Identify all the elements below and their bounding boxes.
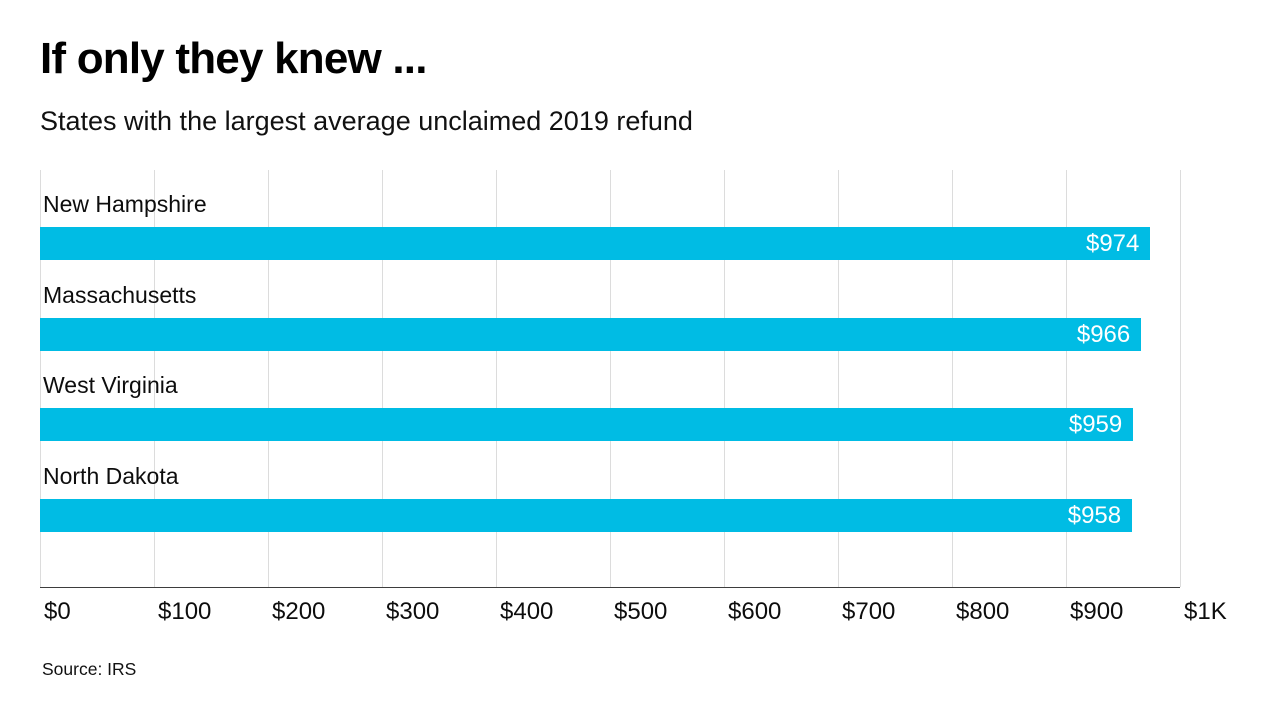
bar: $974: [40, 227, 1151, 260]
chart-title: If only they knew ...: [40, 34, 427, 83]
source-note: Source: IRS: [42, 659, 137, 679]
gridline: [610, 170, 611, 587]
bar: $959: [40, 408, 1134, 441]
plot-area: New Hampshire $974 Massachusetts $966 West V…: [40, 170, 1181, 588]
gridline: [1180, 170, 1181, 587]
x-tick-label: $200: [272, 598, 326, 625]
bar-value-label: $958: [1067, 502, 1122, 529]
gridline: [496, 170, 497, 587]
gridline: [154, 170, 155, 587]
x-tick-label: $500: [614, 598, 668, 625]
gridline: [1066, 170, 1067, 587]
bar-category-label: Massachusetts: [43, 282, 197, 308]
chart-subtitle: States with the largest average unclaime…: [40, 106, 693, 136]
bar: $966: [40, 318, 1142, 351]
bar-value-label: $974: [1085, 230, 1140, 257]
x-tick-label: $900: [1070, 598, 1124, 625]
x-tick-label: $1K: [1184, 598, 1227, 625]
gridline: [382, 170, 383, 587]
x-tick-label: $100: [158, 598, 212, 625]
x-tick-label: $600: [728, 598, 782, 625]
x-tick-label: $300: [386, 598, 440, 625]
bar-category-label: West Virginia: [43, 372, 178, 398]
gridline: [40, 170, 41, 587]
gridline: [952, 170, 953, 587]
bar-value-label: $966: [1076, 321, 1131, 348]
x-tick-label: $400: [500, 598, 554, 625]
bar-category-label: North Dakota: [43, 463, 179, 489]
gridline: [724, 170, 725, 587]
bar-category-label: New Hampshire: [43, 191, 207, 217]
bar: $958: [40, 499, 1133, 532]
x-axis-labels: $0 $100 $200 $300 $400 $500 $600 $700 $800 $900 $1…: [40, 598, 1280, 628]
gridline: [268, 170, 269, 587]
bar-value-label: $959: [1068, 411, 1123, 438]
x-axis-line: [40, 586, 1180, 588]
x-tick-label: $700: [842, 598, 896, 625]
x-tick-label: $800: [956, 598, 1010, 625]
x-tick-label: $0: [44, 598, 71, 625]
gridline: [838, 170, 839, 587]
